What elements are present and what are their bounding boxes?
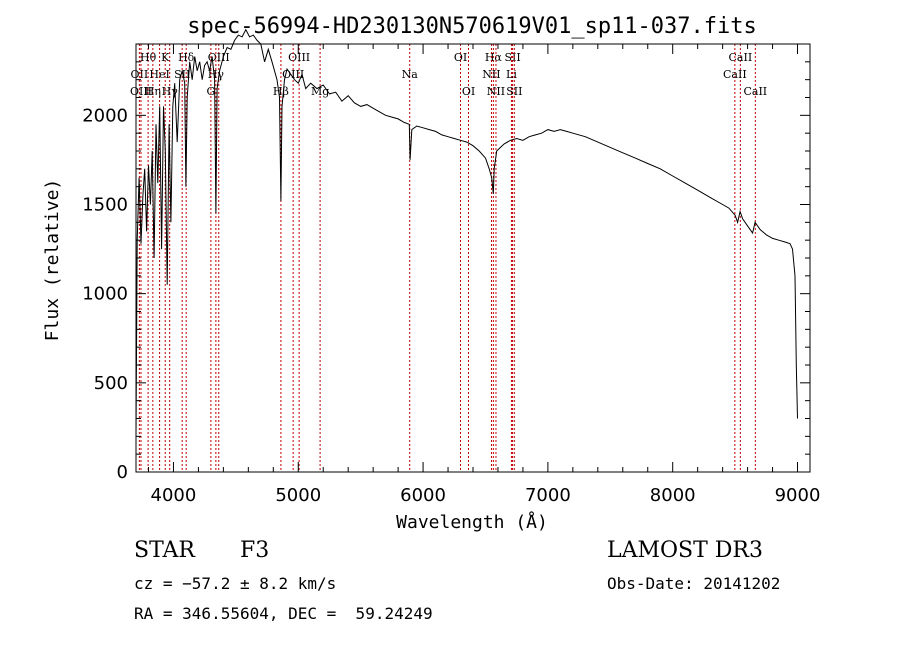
marker-label-1: OII <box>131 68 149 81</box>
y-axis-ticks: 0 500 1000 1500 2000 <box>82 61 810 483</box>
spectrum-chart: spec-56994-HD230130N570619V01_sp11-037.f… <box>42 14 821 533</box>
coordinates: RA = 346.55604, DEC = 59.24249 <box>134 604 433 623</box>
marker-label-7: SII <box>174 68 190 81</box>
marker-label-20: SII <box>504 51 520 64</box>
y-tick-label-2: 1000 <box>82 284 128 305</box>
marker-label-22: Li <box>506 68 517 81</box>
x-axis-ticks: 4000 5000 6000 7000 8000 9000 <box>147 44 821 506</box>
marker-label-24: SII <box>506 85 522 98</box>
y-tick-label-0: 0 <box>117 462 128 483</box>
marker-label-15: Mg <box>311 85 329 98</box>
marker-label-16: Na <box>402 68 419 81</box>
marker-label-0: Hθ <box>140 51 157 64</box>
marker-label-2: OIII <box>130 85 152 98</box>
object-subclass: F3 <box>240 538 270 563</box>
object-class: STAR <box>134 538 195 563</box>
x-tick-label-3: 7000 <box>525 485 571 506</box>
marker-label-6: Hδ <box>178 51 195 64</box>
marker-label-17: OI <box>454 51 467 64</box>
x-tick-label-2: 6000 <box>400 485 446 506</box>
marker-label-23: NII <box>487 85 505 98</box>
series-group <box>135 28 798 437</box>
marker-label-10: Hγ <box>208 68 225 81</box>
x-axis-label: Wavelength (Å) <box>396 511 548 533</box>
marker-label-18: OI <box>462 85 475 98</box>
y-axis-label: Flux (relative) <box>42 179 63 342</box>
marker-label-12: OIII <box>288 51 310 64</box>
x-tick-label-0: 4000 <box>151 485 197 506</box>
redshift-readout: cz = −57.2 ± 8.2 km/s <box>134 574 337 593</box>
x-tick-label-1: 5000 <box>275 485 321 506</box>
marker-label-21: NII <box>482 68 500 81</box>
marker-label-26: CaII <box>723 68 747 81</box>
marker-label-11: G <box>206 85 215 98</box>
y-tick-label-3: 1500 <box>82 195 128 216</box>
marker-label-3: K <box>161 51 170 64</box>
obs-date: Obs-Date: 20141202 <box>607 574 781 593</box>
x-tick-label-5: 9000 <box>775 485 821 506</box>
x-tick-label-4: 8000 <box>650 485 696 506</box>
marker-label-14: Hβ <box>273 85 289 98</box>
plot-frame <box>135 43 811 473</box>
chart-title: spec-56994-HD230130N570619V01_sp11-037.f… <box>187 14 757 39</box>
marker-label-4: HeI <box>149 68 169 81</box>
spectrum-line-0 <box>135 28 798 437</box>
marker-label-27: CaII <box>743 85 767 98</box>
y-tick-label-4: 2000 <box>82 105 128 126</box>
marker-label-5: Hη <box>145 85 161 98</box>
marker-label-13: OIII <box>282 68 304 81</box>
marker-label-19: Hα <box>485 51 503 64</box>
marker-label-25: CaII <box>729 51 753 64</box>
y-tick-label-1: 500 <box>94 373 128 394</box>
survey-label: LAMOST DR3 <box>607 538 763 563</box>
